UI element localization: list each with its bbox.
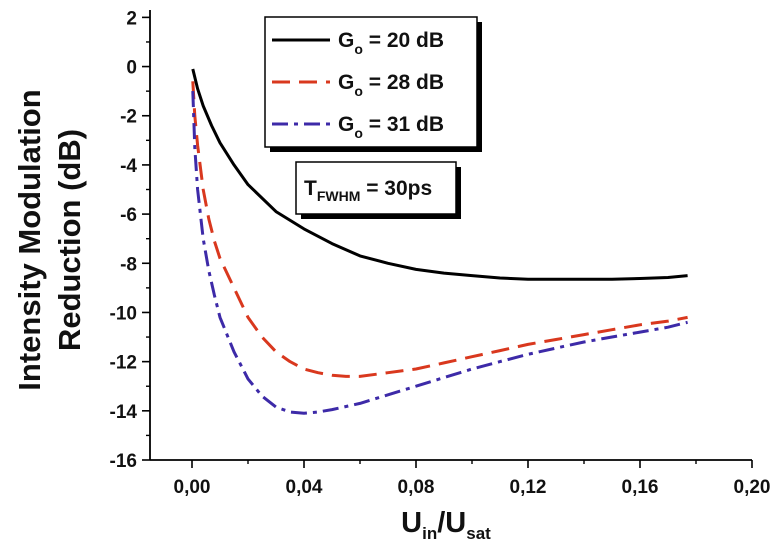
legend-label-1: Go = 20 dB [338, 29, 444, 57]
legend-label-main: G [338, 71, 354, 94]
series-line-1 [191, 68, 688, 281]
annotation-main: T [304, 177, 317, 200]
x-axis-title-main: U [401, 507, 422, 539]
annotation-text: TFWHM = 30ps [304, 177, 432, 204]
y-tick-label: -16 [110, 451, 137, 472]
x-axis-title-sub1: in [422, 524, 437, 543]
x-tick-label: 0,08 [398, 477, 435, 498]
y-tick-label: -14 [110, 402, 138, 423]
legend-label-rest: = 20 dB [363, 29, 444, 52]
axis-layer: 2 0 -2 -4 -6 -8 -10 -12 -14 -16 0,00 0,04 0,08 0,12 0,… [110, 8, 771, 498]
y-axis-title-line2: Reduction (dB) [52, 129, 87, 351]
y-tick-label: -8 [120, 254, 137, 275]
legend-label-sub: o [354, 41, 363, 57]
annotation-sub: FWHM [317, 188, 361, 204]
x-tick-label: 0,04 [286, 477, 323, 498]
annotation: TFWHM = 30ps [295, 161, 461, 219]
y-tick-label: -4 [120, 156, 137, 177]
y-tick-label: -2 [120, 107, 137, 128]
legend-label-rest: = 31 dB [363, 113, 444, 136]
x-axis-title: Uin/Usat [401, 507, 491, 543]
legend-label-main: G [338, 113, 354, 136]
legend-label-main: G [338, 29, 354, 52]
legend-label-sub: o [354, 125, 363, 141]
x-tick-label: 0,20 [734, 477, 771, 498]
y-tick-label: 2 [126, 8, 137, 29]
legend-label-2: Go = 28 dB [338, 71, 444, 99]
annotation-rest: = 30ps [360, 177, 432, 200]
x-axis-title-mid: /U [437, 507, 466, 539]
legend-label-3: Go = 31 dB [338, 113, 444, 141]
y-axis-title-line1: Intensity Modulation [12, 89, 47, 390]
annotation-box [295, 161, 457, 215]
x-tick-label: 0,16 [622, 477, 659, 498]
y-tick-label: -12 [110, 353, 137, 374]
legend-label-sub: o [354, 83, 363, 99]
series-line-2 [191, 81, 688, 378]
x-axis-title-sub2: sat [466, 524, 491, 543]
y-tick-label: 0 [126, 58, 137, 79]
legend-label-rest: = 28 dB [363, 71, 444, 94]
x-tick-label: 0,00 [174, 477, 211, 498]
y-tick-label: -6 [120, 205, 137, 226]
series-line-3 [191, 91, 688, 415]
x-tick-label: 0,12 [510, 477, 547, 498]
series-layer [191, 68, 688, 415]
y-tick-label: -10 [110, 303, 137, 324]
